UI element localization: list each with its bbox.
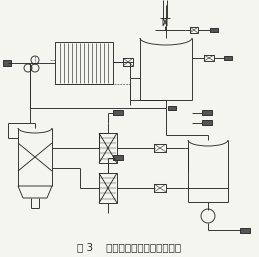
Bar (190, 27, 198, 33)
Bar (154, 184, 166, 192)
Bar (202, 120, 212, 125)
Bar (202, 110, 212, 115)
Bar (55, 42, 113, 84)
Bar (224, 56, 232, 60)
Text: 图 3    膜法脱硝预处理工艺流程图: 图 3 膜法脱硝预处理工艺流程图 (77, 242, 181, 252)
Bar (3, 60, 11, 66)
Bar (168, 106, 176, 110)
Bar (210, 28, 218, 32)
Bar (123, 58, 133, 66)
Bar (99, 133, 117, 163)
Bar (113, 110, 123, 115)
Bar (113, 155, 123, 160)
Bar (204, 55, 214, 61)
Bar (154, 144, 166, 152)
Bar (99, 173, 117, 203)
Bar (240, 228, 250, 233)
